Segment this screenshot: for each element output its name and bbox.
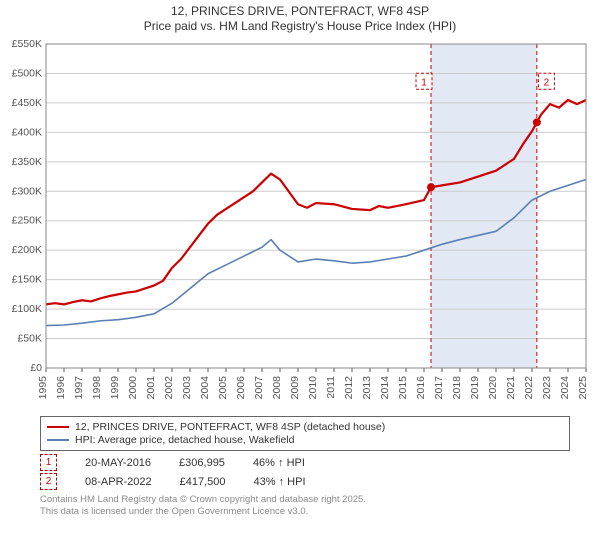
annotation-price: £306,995 [179, 457, 225, 469]
svg-text:£100K: £100K [12, 303, 42, 315]
svg-text:£250K: £250K [12, 215, 42, 227]
legend-item: HPI: Average price, detached house, Wake… [47, 434, 563, 446]
legend-label: HPI: Average price, detached house, Wake… [75, 434, 294, 446]
svg-text:£300K: £300K [12, 185, 42, 197]
svg-text:2003: 2003 [181, 376, 193, 400]
svg-text:2025: 2025 [577, 376, 589, 400]
svg-text:2016: 2016 [415, 376, 427, 400]
legend-swatch [47, 426, 69, 428]
svg-text:£50K: £50K [17, 333, 42, 345]
svg-text:£350K: £350K [12, 156, 42, 168]
svg-text:2000: 2000 [127, 376, 139, 400]
svg-text:2018: 2018 [451, 376, 463, 400]
footer-line: Contains HM Land Registry data © Crown c… [40, 494, 570, 506]
svg-text:2015: 2015 [397, 376, 409, 400]
svg-text:2010: 2010 [307, 376, 319, 400]
svg-text:£0: £0 [30, 362, 42, 374]
svg-text:£150K: £150K [12, 274, 42, 286]
svg-text:2009: 2009 [289, 376, 301, 400]
svg-text:2022: 2022 [523, 376, 535, 400]
svg-text:2021: 2021 [505, 376, 517, 400]
svg-text:2005: 2005 [217, 376, 229, 400]
svg-text:2008: 2008 [271, 376, 283, 400]
svg-text:£450K: £450K [12, 97, 42, 109]
annotation-marker: 2 [40, 473, 57, 490]
svg-text:2019: 2019 [469, 376, 481, 400]
svg-text:2014: 2014 [379, 376, 391, 400]
chart: £0 £50K £100K £150K £200K £250K £300K £350K £400… [0, 34, 600, 414]
annotation-date: 20-MAY-2016 [85, 457, 151, 469]
svg-text:2013: 2013 [361, 376, 373, 400]
svg-text:1: 1 [421, 77, 427, 88]
chart-title-block: 12, PRINCES DRIVE, PONTEFRACT, WF8 4SP P… [0, 0, 600, 34]
annotation-marker: 1 [40, 454, 57, 471]
svg-text:2023: 2023 [541, 376, 553, 400]
svg-text:2011: 2011 [325, 376, 337, 399]
svg-text:1995: 1995 [37, 376, 49, 400]
legend-swatch [47, 439, 69, 441]
svg-text:1996: 1996 [55, 376, 67, 400]
svg-text:1997: 1997 [73, 376, 85, 400]
svg-text:£200K: £200K [12, 244, 42, 256]
chart-svg: £0 £50K £100K £150K £200K £250K £300K £350K £400… [0, 34, 600, 414]
svg-text:2006: 2006 [235, 376, 247, 400]
svg-text:2007: 2007 [253, 376, 265, 400]
svg-text:£400K: £400K [12, 126, 42, 138]
annotation-note-row: 1 20-MAY-2016 £306,995 46% ↑ HPI [40, 454, 570, 471]
legend-item: 12, PRINCES DRIVE, PONTEFRACT, WF8 4SP (… [47, 421, 563, 433]
svg-text:£550K: £550K [12, 38, 42, 50]
svg-text:2001: 2001 [145, 376, 157, 400]
annotation-delta: 46% ↑ HPI [253, 457, 305, 469]
footer: Contains HM Land Registry data © Crown c… [40, 494, 570, 518]
svg-text:2020: 2020 [487, 376, 499, 400]
annotation-notes: 1 20-MAY-2016 £306,995 46% ↑ HPI 2 08-AP… [40, 454, 570, 490]
svg-text:2017: 2017 [433, 376, 445, 400]
legend: 12, PRINCES DRIVE, PONTEFRACT, WF8 4SP (… [40, 416, 570, 451]
svg-text:1998: 1998 [91, 376, 103, 400]
annotation-delta: 43% ↑ HPI [254, 476, 306, 488]
svg-text:2024: 2024 [559, 376, 571, 400]
annotation-note-row: 2 08-APR-2022 £417,500 43% ↑ HPI [40, 473, 570, 490]
chart-title-line2: Price paid vs. HM Land Registry's House … [0, 19, 600, 34]
svg-text:2002: 2002 [163, 376, 175, 400]
svg-text:2: 2 [544, 77, 550, 88]
svg-text:2012: 2012 [343, 376, 355, 400]
svg-text:£500K: £500K [12, 67, 42, 79]
legend-label: 12, PRINCES DRIVE, PONTEFRACT, WF8 4SP (… [75, 421, 385, 433]
annotation-price: £417,500 [180, 476, 226, 488]
svg-text:1999: 1999 [109, 376, 121, 400]
annotation-date: 08-APR-2022 [85, 476, 152, 488]
chart-title-line1: 12, PRINCES DRIVE, PONTEFRACT, WF8 4SP [0, 4, 600, 19]
footer-line: This data is licensed under the Open Gov… [40, 506, 570, 518]
svg-text:2004: 2004 [199, 376, 211, 400]
